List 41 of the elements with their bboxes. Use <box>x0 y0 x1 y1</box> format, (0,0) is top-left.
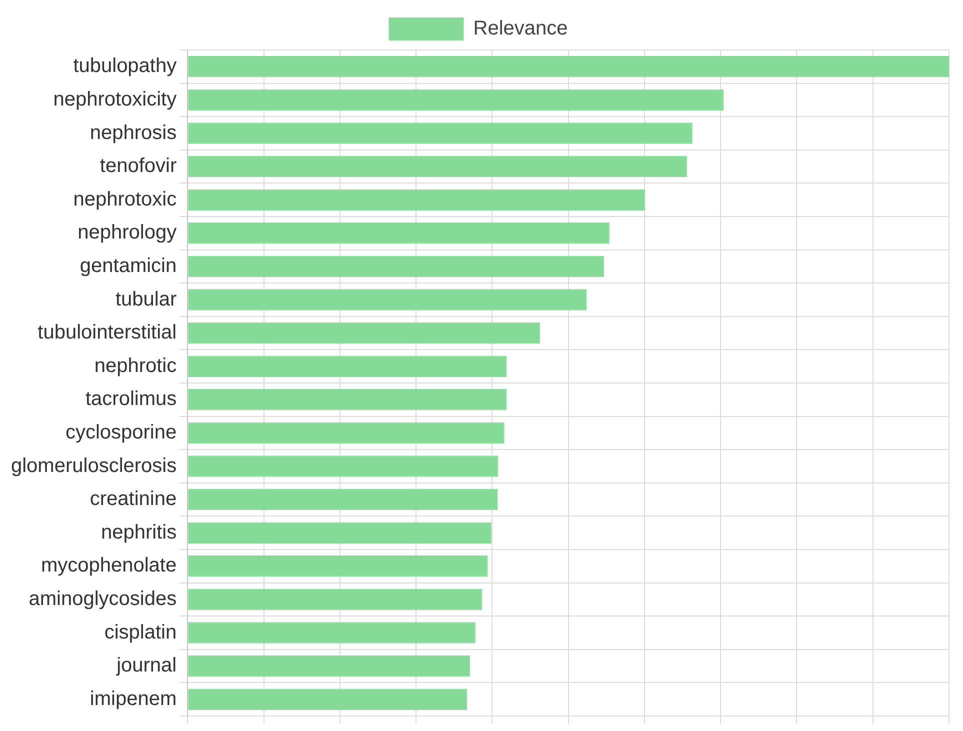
y-tick-label: aminoglycosides <box>28 588 177 610</box>
bar <box>188 556 488 577</box>
y-tick-label: journal <box>116 654 177 677</box>
y-tick-label: glomerulosclerosis <box>10 454 177 477</box>
bar <box>188 622 476 644</box>
bar <box>188 655 470 677</box>
y-tick-label: nephritis <box>101 521 177 544</box>
y-tick-label: cisplatin <box>104 621 177 644</box>
bar <box>188 456 498 477</box>
legend-label: Relevance <box>473 18 568 40</box>
bar <box>188 522 492 544</box>
y-tick-label: nephrology <box>78 222 177 244</box>
y-tick-label: nephrotic <box>94 354 177 377</box>
y-tick-label: nephrotoxicity <box>53 88 177 110</box>
y-tick-label: creatinine <box>90 488 177 510</box>
y-tick-label: imipenem <box>90 688 177 710</box>
bar <box>188 256 604 278</box>
bar <box>188 588 482 610</box>
bar <box>188 222 610 244</box>
y-tick-label: tenofovir <box>100 155 177 178</box>
y-tick-label: tubulointerstitial <box>38 322 177 344</box>
y-tick-label: tubulopathy <box>73 55 177 78</box>
y-tick-label: gentamicin <box>80 254 177 277</box>
bar <box>188 389 507 410</box>
y-tick-label: nephrosis <box>90 122 177 144</box>
y-tick-label: tacrolimus <box>85 388 177 410</box>
y-tick-label: cyclosporine <box>65 421 177 444</box>
bar <box>188 156 688 178</box>
y-tick-label: mycophenolate <box>40 554 177 577</box>
y-tick-label: tubular <box>115 288 177 310</box>
y-tick-label: nephrotoxic <box>73 188 177 210</box>
bar <box>188 688 468 710</box>
bar <box>188 488 498 510</box>
bar <box>188 322 540 344</box>
bar <box>188 356 507 377</box>
bar <box>188 89 724 111</box>
bar <box>188 289 587 310</box>
bar <box>188 56 949 78</box>
bar <box>188 189 646 210</box>
bar <box>188 422 504 444</box>
bar <box>188 122 692 144</box>
